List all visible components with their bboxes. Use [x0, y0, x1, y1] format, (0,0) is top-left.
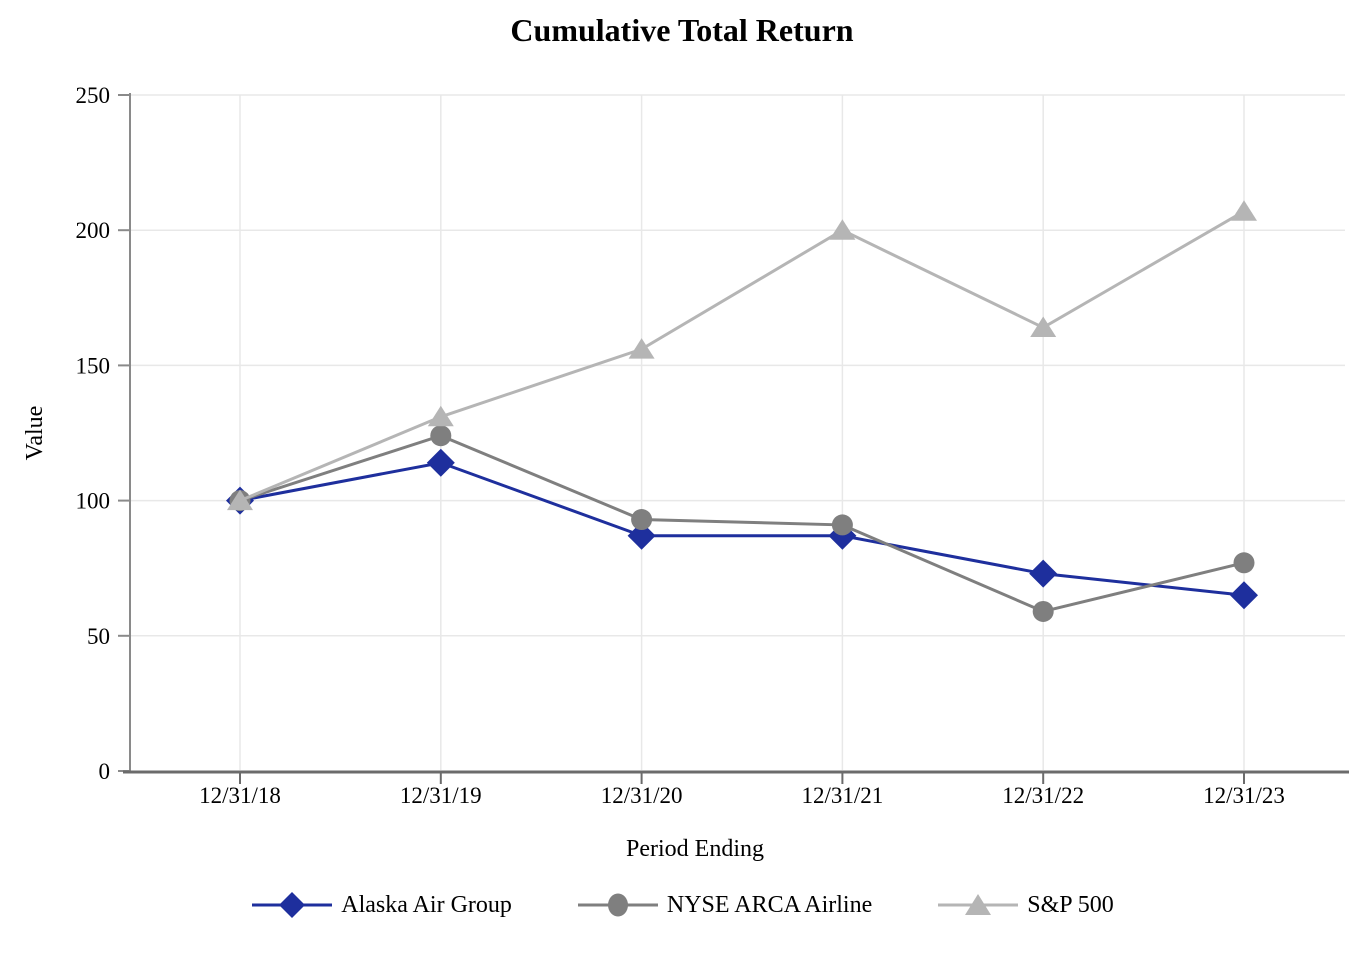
legend-label: NYSE ARCA Airline: [666, 891, 873, 918]
data-point-diamond: [1230, 581, 1258, 610]
data-point-circle: [1032, 600, 1054, 622]
legend-label: Alaska Air Group: [341, 891, 512, 918]
data-point-circle: [1233, 552, 1255, 574]
data-point-circle: [430, 425, 452, 447]
legend-label: S&P 500: [1027, 891, 1114, 918]
y-tick-label: 100: [76, 489, 111, 514]
legend-marker-diamond-icon: [252, 892, 333, 918]
series-line-circle: [239, 434, 1245, 614]
series-line-triangle: [239, 209, 1245, 502]
data-point-triangle: [1030, 316, 1057, 338]
series-line-diamond: [239, 461, 1245, 597]
x-tick-label: 12/31/22: [1002, 783, 1084, 808]
y-tick-label: 200: [76, 218, 111, 243]
y-tick-label: 150: [76, 353, 111, 378]
y-axis-title: Value: [22, 406, 48, 461]
x-tick-label: 12/31/20: [601, 783, 683, 808]
diamond-icon: [279, 892, 306, 918]
x-tick-label: 12/31/19: [400, 783, 482, 808]
y-tick-label: 0: [99, 759, 111, 784]
data-point-diamond: [1029, 559, 1058, 588]
data-point-diamond: [627, 521, 656, 550]
legend-item-0: Alaska Air Group: [250, 890, 512, 920]
data-point-triangle: [227, 489, 253, 511]
legend-marker-circle-icon: [577, 893, 658, 917]
y-tick-label: 250: [76, 83, 111, 108]
y-tick-label: 50: [87, 624, 110, 649]
data-point-circle: [831, 514, 853, 536]
legend-item-1: NYSE ARCA Airline: [576, 890, 872, 920]
legend-item-2: S&P 500: [936, 890, 1114, 920]
data-point-triangle: [829, 219, 856, 240]
x-tick-label: 12/31/23: [1203, 783, 1285, 808]
circle-icon: [607, 893, 628, 917]
triangle-icon: [965, 894, 992, 915]
x-tick-label: 12/31/18: [199, 783, 281, 808]
data-point-circle: [631, 509, 653, 531]
x-tick-label: 12/31/21: [802, 783, 884, 808]
x-axis-title: Period Ending: [626, 836, 764, 862]
data-point-triangle: [628, 338, 655, 359]
data-point-triangle: [1231, 200, 1257, 221]
data-point-triangle: [427, 405, 454, 427]
chart-title: Cumulative Total Return: [510, 12, 854, 48]
chart-legend: Alaska Air Group NYSE ARCA Airline S&P 500: [0, 890, 1364, 920]
data-point-diamond: [426, 448, 455, 477]
legend-marker-triangle-icon: [938, 894, 1019, 915]
